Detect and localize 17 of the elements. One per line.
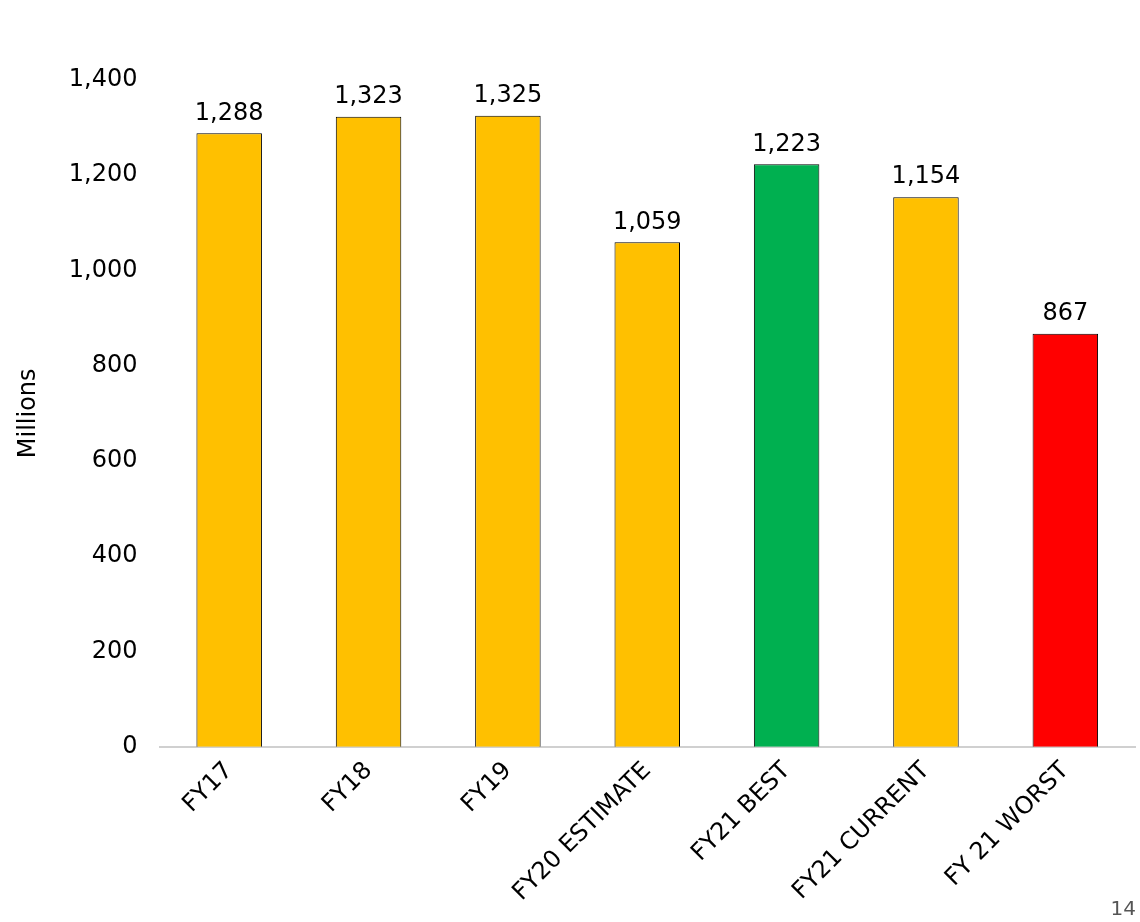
data-label: 867	[1042, 298, 1089, 327]
y-tick-label: 600	[91, 445, 138, 474]
data-label: 1,323	[334, 80, 403, 109]
data-label: 1,059	[612, 206, 682, 235]
y-tick-label: 200	[91, 635, 138, 664]
y-tick-label: 1,400	[68, 64, 138, 93]
y-tick-label: 800	[91, 349, 138, 378]
y-tick-label: 0	[122, 730, 138, 759]
y-axis-title: Millions	[12, 368, 41, 459]
y-tick-label: 1,000	[68, 254, 138, 283]
y-tick-label: 400	[91, 540, 138, 569]
y-tick-label: 1,200	[68, 159, 138, 188]
data-label: 1,223	[752, 128, 821, 157]
data-label: 1,288	[194, 97, 264, 126]
text: 14	[1110, 896, 1136, 921]
data-label: 1,154	[891, 161, 961, 190]
data-label: 1,325	[473, 79, 543, 108]
